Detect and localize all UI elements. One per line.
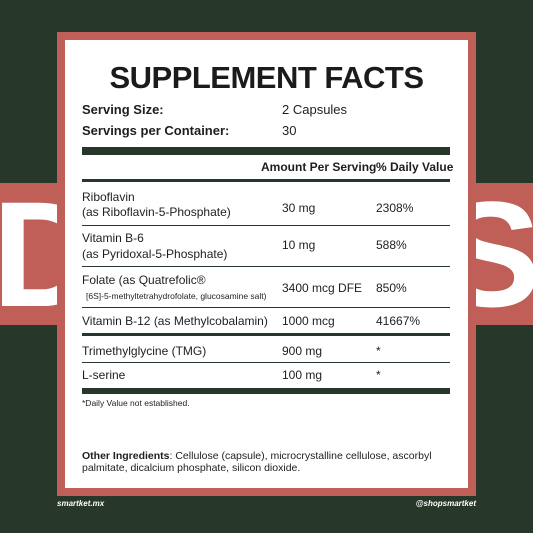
column-header-amount: Amount Per Serving	[261, 160, 377, 174]
nutrient-name: Vitamin B-6	[82, 231, 144, 245]
nutrient-amount: 1000 mcg	[282, 314, 335, 328]
row-divider	[82, 266, 450, 267]
thick-divider-top	[82, 147, 450, 155]
nutrient-name: Riboflavin	[82, 190, 135, 204]
nutrient-amount: 10 mg	[282, 238, 316, 252]
nutrient-dv: 41667%	[376, 314, 421, 328]
nutrient-dv: 588%	[376, 238, 407, 252]
panel-title: SUPPLEMENT FACTS	[109, 60, 424, 95]
nutrient-name: Trimethylglycine (TMG)	[82, 344, 207, 358]
nutrient-dv: *	[376, 368, 381, 382]
row-divider	[82, 225, 450, 226]
column-header-dv: % Daily Value	[376, 160, 454, 174]
nutrient-dv: 850%	[376, 281, 407, 295]
other-ingredients: Other Ingredients: Cellulose (capsule), …	[82, 450, 450, 474]
row-divider	[82, 362, 450, 363]
nutrient-source: [6S]-5-methyltetrahydrofolate, glucosami…	[86, 291, 267, 301]
website-handle: smartket.mx	[57, 499, 105, 508]
nutrient-amount: 3400 mcg DFE	[282, 281, 363, 295]
nutrient-name: Folate (as Quatrefolic®	[82, 273, 206, 287]
section-divider	[82, 333, 450, 336]
other-ingredients-text: : Cellulose (capsule), microcrystalline …	[82, 450, 432, 474]
header-divider	[82, 179, 450, 182]
footnote: *Daily Value not established.	[82, 398, 190, 408]
serving-size-label: Serving Size:	[82, 102, 164, 117]
servings-label: Servings per Container:	[82, 123, 230, 138]
nutrient-dv: 2308%	[376, 201, 414, 215]
nutrient-amount: 30 mg	[282, 201, 316, 215]
other-ingredients-label: Other Ingredients	[82, 450, 170, 462]
nutrient-source: (as Pyridoxal-5-Phosphate)	[82, 247, 228, 261]
social-handle: @shopsmartket	[415, 499, 476, 508]
servings-value: 30	[282, 123, 297, 138]
nutrient-amount: 900 mg	[282, 344, 323, 358]
serving-size-value: 2 Capsules	[282, 102, 348, 117]
supplement-facts-panel: SUPPLEMENT FACTS Serving Size: 2 Capsule…	[65, 40, 468, 488]
thick-divider-bottom	[82, 388, 450, 394]
nutrient-dv: *	[376, 344, 381, 358]
nutrient-name: L-serine	[82, 368, 126, 382]
nutrient-amount: 100 mg	[282, 368, 323, 382]
nutrient-source: (as Riboflavin-5-Phosphate)	[82, 205, 231, 219]
row-divider	[82, 307, 450, 308]
nutrient-name: Vitamin B-12 (as Methylcobalamin)	[82, 314, 268, 328]
